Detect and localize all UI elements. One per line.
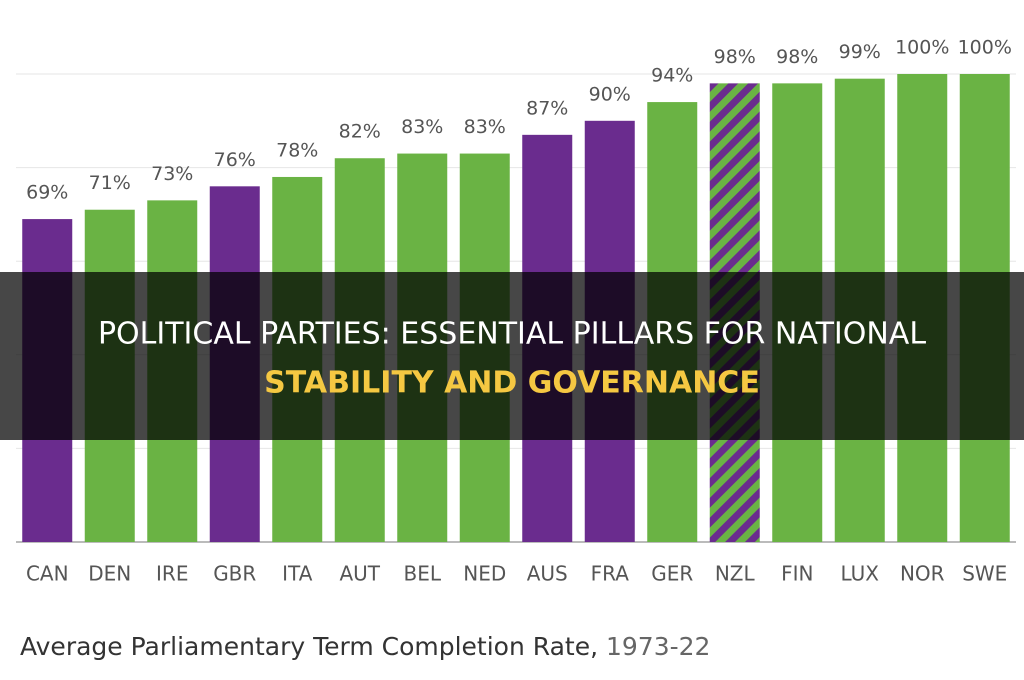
value-label: 78% (276, 139, 318, 161)
value-label: 83% (401, 116, 443, 138)
value-label: 99% (839, 41, 881, 63)
caption-text: Average Parliamentary Term Completion Ra… (20, 632, 598, 661)
value-label: 87% (526, 97, 568, 119)
banner-line2: STABILITY AND GOVERNANCE (264, 366, 760, 401)
value-label: 100% (895, 37, 949, 59)
x-tick-label: IRE (156, 562, 188, 586)
value-label: 98% (714, 46, 756, 68)
x-tick-label: BEL (404, 562, 442, 586)
x-tick-label: SWE (962, 562, 1007, 586)
banner-line1: POLITICAL PARTIES: ESSENTIAL PILLARS FOR… (98, 317, 926, 352)
x-tick-label: FRA (591, 562, 630, 586)
value-label: 71% (89, 172, 131, 194)
value-label: 82% (339, 121, 381, 143)
value-label: 69% (26, 182, 68, 204)
value-label: 83% (464, 116, 506, 138)
caption-period: 1973-22 (606, 632, 710, 661)
x-tick-label: ITA (282, 562, 313, 586)
value-label: 100% (958, 37, 1012, 59)
x-tick-label: DEN (88, 562, 131, 586)
x-tick-label: AUT (339, 562, 380, 586)
x-tick-label: AUS (527, 562, 568, 586)
x-tick-label: FIN (781, 562, 813, 586)
x-tick-label: CAN (26, 562, 69, 586)
x-tick-label: NZL (715, 562, 756, 586)
x-tick-label: NED (463, 562, 506, 586)
value-label: 98% (776, 46, 818, 68)
caption: Average Parliamentary Term Completion Ra… (20, 632, 710, 661)
value-label: 94% (651, 65, 693, 87)
x-tick-label: GER (651, 562, 693, 586)
value-label: 76% (214, 149, 256, 171)
x-tick-label: GBR (213, 562, 256, 586)
x-tick-label: NOR (900, 562, 945, 586)
banner (0, 272, 1024, 440)
value-label: 73% (151, 163, 193, 185)
x-tick-label: LUX (841, 562, 880, 586)
value-label: 90% (589, 83, 631, 105)
